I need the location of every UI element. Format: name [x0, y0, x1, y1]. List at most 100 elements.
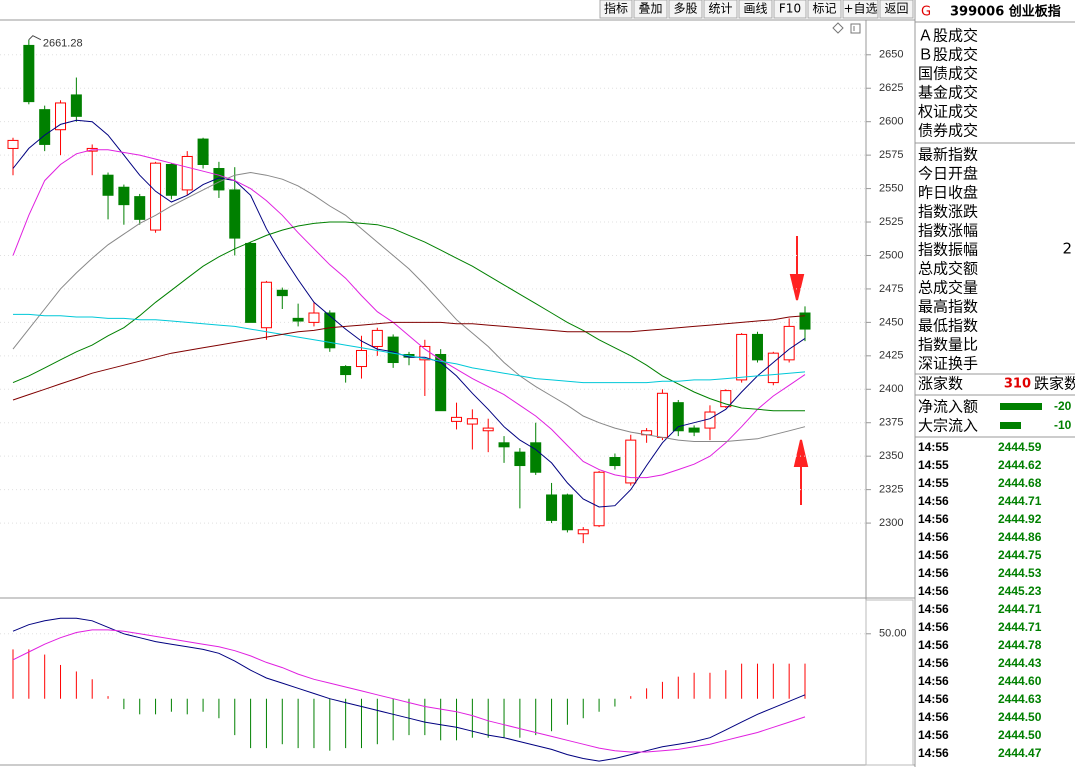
candle-body — [783, 325, 795, 361]
toolbar-label[interactable]: 标记 — [812, 2, 836, 16]
trade-time: 14:56 — [918, 494, 949, 508]
toolbar-label[interactable]: 返回 — [884, 2, 908, 16]
candle-body — [466, 418, 478, 425]
toolbar-button[interactable] — [773, 0, 807, 19]
trade-time: 14:56 — [918, 746, 949, 760]
trade-price: 2444.60 — [998, 674, 1042, 688]
trade-time: 14:56 — [918, 602, 949, 616]
candle-body — [767, 352, 779, 384]
trade-time: 14:56 — [918, 584, 949, 598]
candle-body — [165, 164, 177, 196]
candle-body — [799, 312, 811, 330]
candle-body — [308, 312, 320, 323]
macd-axis-box — [865, 599, 914, 766]
candle-body — [70, 94, 82, 117]
y-tick-label: 2650 — [879, 49, 903, 61]
candle-body — [482, 427, 494, 432]
toolbar-label[interactable]: 指标 — [604, 1, 628, 16]
candle-body — [656, 392, 668, 438]
y-tick-label: 2375 — [879, 417, 903, 429]
toolbar-label[interactable]: 多股 — [673, 2, 697, 16]
trade-price: 2444.75 — [998, 548, 1042, 562]
candle-body — [688, 427, 700, 433]
flow-bar — [1000, 422, 1021, 429]
window-icon[interactable] — [850, 23, 861, 34]
index-item: 今日开盘 — [918, 165, 978, 183]
index-name: 399006 创业板指 — [950, 4, 1061, 20]
turnover-item: 权证成交 — [918, 103, 978, 121]
candle-body — [118, 186, 130, 206]
index-item: 深证换手 — [918, 355, 978, 373]
trade-price: 2445.23 — [998, 584, 1042, 598]
candle-body — [355, 349, 367, 368]
toolbar-button[interactable] — [668, 0, 703, 19]
turnover-item: Ｂ股成交 — [918, 46, 978, 64]
candle-body — [276, 289, 288, 297]
candle-body — [736, 333, 748, 381]
trade-price: 2444.53 — [998, 566, 1042, 580]
diamond-icon[interactable] — [832, 22, 844, 34]
candle-body — [292, 317, 304, 322]
flow-value: -20 — [1054, 399, 1072, 413]
candle-body — [260, 281, 272, 329]
trade-price: 2444.50 — [998, 710, 1042, 724]
index-item: 指数量比 — [918, 336, 978, 354]
trade-price: 2444.71 — [998, 602, 1042, 616]
trade-price: 2444.47 — [998, 746, 1042, 760]
toolbar-button[interactable] — [807, 0, 842, 19]
toolbar-button[interactable] — [842, 0, 879, 19]
toolbar-button[interactable] — [738, 0, 773, 19]
y-tick-label: 50.00 — [879, 628, 907, 640]
toolbar-label[interactable]: F10 — [779, 2, 801, 16]
trade-time: 14:55 — [918, 458, 949, 472]
trade-time: 14:56 — [918, 692, 949, 706]
candle-body — [419, 345, 431, 361]
trade-time: 14:56 — [918, 566, 949, 580]
trade-price: 2444.59 — [998, 440, 1042, 454]
flow-label: 净流入额 — [918, 398, 978, 416]
candle-body — [23, 44, 35, 103]
candle-body — [55, 102, 67, 131]
candle-body — [340, 366, 352, 376]
turnover-item: 基金成交 — [918, 84, 978, 102]
toolbar-button[interactable] — [633, 0, 668, 19]
advancers-value: 310 — [1004, 377, 1031, 392]
toolbar-button[interactable] — [599, 0, 633, 19]
candle-body — [672, 402, 684, 432]
toolbar-button[interactable] — [703, 0, 738, 19]
y-tick-label: 2600 — [879, 116, 903, 128]
candle-body — [324, 312, 336, 349]
high-annotation: 2661.28 — [43, 38, 83, 50]
y-tick-label: 2475 — [879, 283, 903, 295]
candle-body — [577, 529, 589, 535]
trade-price: 2444.86 — [998, 530, 1042, 544]
y-tick-label: 2500 — [879, 249, 903, 261]
trade-time: 14:56 — [918, 638, 949, 652]
candle-body — [229, 189, 241, 239]
trade-price: 2444.50 — [998, 728, 1042, 742]
toolbar-label[interactable]: 叠加 — [638, 2, 662, 16]
trade-price: 2444.71 — [998, 494, 1042, 508]
toolbar-label[interactable]: 统计 — [708, 2, 732, 16]
indicator-line — [12, 629, 806, 753]
indicator-line — [12, 149, 806, 479]
toolbar-button[interactable] — [879, 0, 914, 19]
y-tick-label: 2425 — [879, 350, 903, 362]
index-item: 指数涨幅 — [918, 222, 978, 240]
trade-price: 2444.62 — [998, 458, 1042, 472]
candle-body — [514, 451, 526, 467]
candle-body — [593, 471, 605, 527]
indicator-line — [12, 315, 806, 401]
trade-price: 2444.63 — [998, 692, 1042, 706]
trade-time: 14:55 — [918, 476, 949, 490]
toolbar-label[interactable]: +自选 — [843, 2, 877, 16]
high-marker — [28, 35, 42, 41]
market-code: G — [921, 5, 931, 20]
indicator-line — [12, 119, 806, 508]
y-tick-label: 2325 — [879, 484, 903, 496]
indicator-line — [13, 313, 806, 384]
toolbar-label[interactable]: 画线 — [743, 2, 767, 16]
trade-time: 14:56 — [918, 620, 949, 634]
flow-bar — [1000, 403, 1042, 410]
